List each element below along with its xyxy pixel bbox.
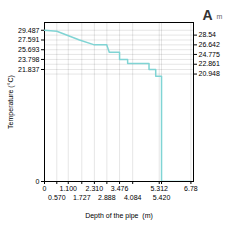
svg-text:3.476: 3.476 xyxy=(111,185,129,192)
svg-text:28.54: 28.54 xyxy=(199,31,217,38)
svg-text:22.861: 22.861 xyxy=(199,60,221,67)
svg-text:Temperature (°C): Temperature (°C) xyxy=(7,75,15,129)
svg-text:27.591: 27.591 xyxy=(18,36,40,43)
svg-text:20.948: 20.948 xyxy=(199,70,221,77)
svg-text:5.312: 5.312 xyxy=(150,185,168,192)
svg-text:29.487: 29.487 xyxy=(18,27,40,34)
svg-text:26.642: 26.642 xyxy=(199,41,221,48)
svg-text:23.798: 23.798 xyxy=(18,56,40,63)
svg-text:0: 0 xyxy=(43,185,47,192)
svg-text:Depth of the pipe (m): Depth of the pipe (m) xyxy=(85,212,153,220)
svg-text:1.727: 1.727 xyxy=(73,194,91,201)
svg-text:4.084: 4.084 xyxy=(124,194,142,201)
svg-text:24.775: 24.775 xyxy=(199,51,221,58)
svg-text:21.837: 21.837 xyxy=(18,66,40,73)
svg-text:2.888: 2.888 xyxy=(98,194,116,201)
svg-text:25.693: 25.693 xyxy=(18,46,40,53)
svg-text:1.100: 1.100 xyxy=(59,185,77,192)
svg-text:A: A xyxy=(202,7,212,23)
svg-text:5.420: 5.420 xyxy=(153,194,171,201)
svg-text:6.78: 6.78 xyxy=(184,185,198,192)
svg-text:0: 0 xyxy=(36,178,40,185)
svg-text:0.570: 0.570 xyxy=(48,194,66,201)
svg-text:2.310: 2.310 xyxy=(86,185,104,192)
svg-text:m: m xyxy=(217,13,223,20)
